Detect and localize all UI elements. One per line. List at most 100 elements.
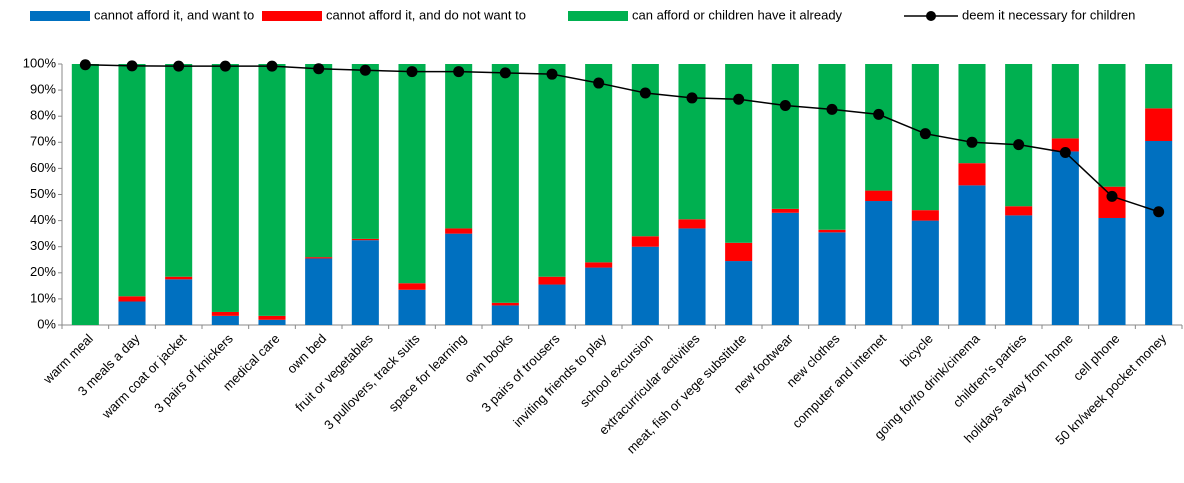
x-tick-label: 3 pairs of knickers	[151, 331, 236, 416]
bar-segment	[818, 229, 846, 233]
y-tick-label: 30%	[30, 238, 56, 253]
legend-swatch	[568, 11, 628, 21]
y-tick-label: 0%	[37, 316, 56, 331]
bar-segment	[165, 64, 193, 277]
bar-segment	[445, 228, 473, 234]
line-marker	[686, 92, 698, 104]
bar-segment	[865, 201, 893, 325]
line-marker	[499, 67, 511, 79]
x-tick-label: own bed	[284, 331, 329, 376]
bar-segment	[351, 238, 379, 241]
bar-segment	[818, 64, 846, 230]
x-tick-label: computer and internet	[789, 331, 889, 431]
bar-segment	[771, 212, 799, 325]
bar-segment	[305, 64, 333, 258]
line-marker	[79, 59, 91, 71]
bar-segment	[165, 276, 193, 280]
y-tick-label: 40%	[30, 212, 56, 227]
bar-segment	[865, 190, 893, 202]
bar-segment	[211, 64, 239, 312]
line-marker	[1153, 206, 1165, 218]
legend-swatch	[262, 11, 322, 21]
bar-segment	[1051, 138, 1079, 152]
line-marker	[779, 99, 791, 111]
x-tick-label: warm coat or jacket	[98, 331, 189, 422]
legend-label: cannot afford it, and want to	[94, 7, 254, 22]
legend-label: can afford or children have it already	[632, 7, 843, 22]
bar-segment	[585, 267, 613, 325]
bar-segment	[305, 257, 333, 259]
bar-segment	[351, 64, 379, 239]
bar-segment	[491, 305, 519, 325]
bar-segment	[118, 301, 146, 325]
bar-segment	[678, 64, 706, 220]
bar-segment	[1145, 64, 1173, 109]
line	[85, 64, 1159, 213]
line-marker	[873, 108, 885, 120]
bar-segment	[1145, 108, 1173, 141]
bar-segment	[958, 185, 986, 325]
bar-segment	[1005, 206, 1033, 216]
x-tick-label: 3 pairs of trousers	[478, 331, 563, 416]
bar-segment	[165, 279, 193, 325]
line-marker	[313, 63, 325, 75]
legend-label: cannot afford it, and do not want to	[326, 7, 526, 22]
bar-segment	[118, 296, 146, 302]
y-tick-label: 70%	[30, 134, 56, 149]
bar-segment	[725, 242, 753, 262]
bar-segment	[1098, 64, 1126, 187]
bar-segment	[491, 64, 519, 303]
y-tick-label: 20%	[30, 264, 56, 279]
bar-segment	[398, 283, 426, 290]
bar-segment	[538, 284, 566, 325]
bar-segment	[1145, 140, 1173, 325]
bar-segment	[211, 311, 239, 316]
bar-segment	[1051, 151, 1079, 325]
bar-segment	[911, 220, 939, 325]
bar-segment	[771, 64, 799, 209]
bar-segment	[538, 276, 566, 285]
bar-segment	[445, 233, 473, 325]
bar-segment	[678, 228, 706, 325]
bar-segment	[678, 219, 706, 229]
bar-segment	[398, 289, 426, 325]
bar-segment	[351, 240, 379, 325]
x-tick-label: fruit or vegetables	[292, 331, 376, 415]
bar-segment	[118, 64, 146, 297]
line-marker	[639, 87, 651, 99]
line-marker	[546, 68, 558, 80]
line-marker	[593, 77, 605, 89]
bar-segment	[1098, 217, 1126, 325]
bar-segment	[585, 262, 613, 268]
line-marker	[126, 60, 138, 72]
line-marker	[919, 128, 931, 140]
bar-segment	[71, 64, 99, 325]
bar-segment	[911, 210, 939, 221]
bar-segment	[445, 64, 473, 229]
bar-segment	[1051, 64, 1079, 139]
line-marker	[173, 60, 185, 72]
bar-segment	[1005, 215, 1033, 325]
bar-segment	[398, 64, 426, 284]
y-tick-label: 80%	[30, 108, 56, 123]
line-marker	[826, 103, 838, 115]
line-marker	[966, 136, 978, 148]
y-tick-label: 90%	[30, 82, 56, 97]
line-marker	[1106, 190, 1118, 202]
bar-segment	[211, 315, 239, 325]
x-tick-label: bicycle	[897, 331, 936, 370]
line-marker	[1013, 139, 1025, 151]
bar-segment	[958, 64, 986, 164]
bar-segment	[725, 261, 753, 325]
bar-segment	[1005, 64, 1033, 207]
bar-segment	[491, 302, 519, 306]
legend-swatch	[30, 11, 90, 21]
line-marker	[266, 60, 278, 72]
legend-label: deem it necessary for children	[962, 7, 1135, 22]
line-marker	[219, 60, 231, 72]
bar-segment	[538, 64, 566, 277]
line-marker	[453, 66, 465, 78]
y-tick-label: 50%	[30, 186, 56, 201]
y-tick-label: 10%	[30, 290, 56, 305]
